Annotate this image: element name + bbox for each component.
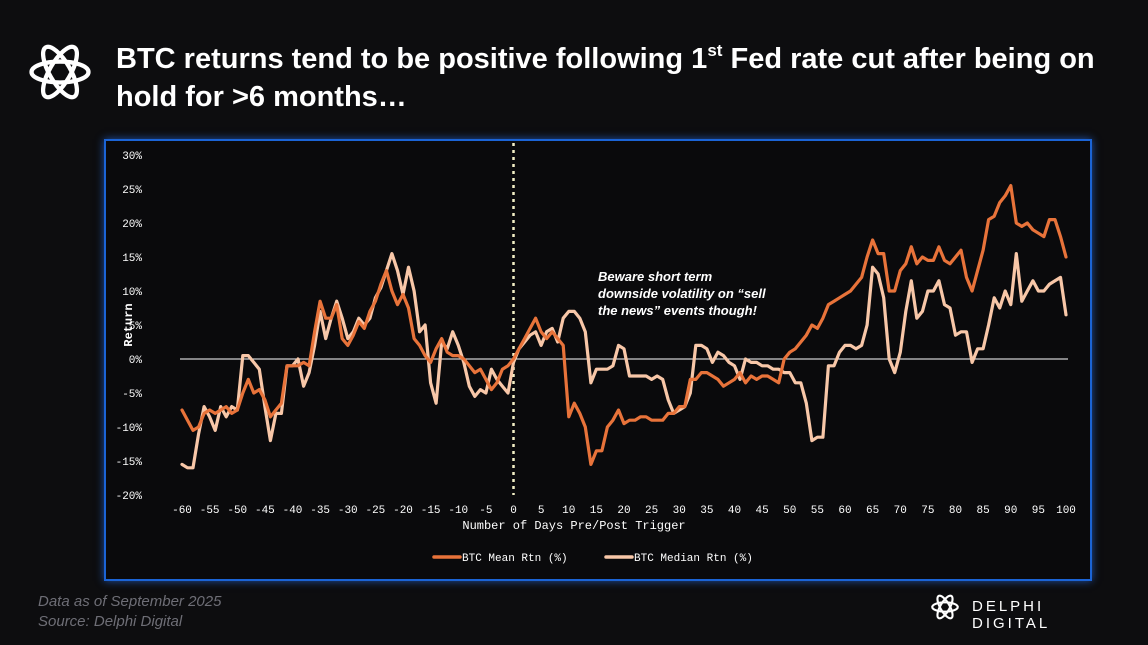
y-tick-label: 30% — [122, 151, 142, 163]
x-tick-label: -50 — [227, 505, 247, 517]
x-tick-label: -10 — [448, 505, 468, 517]
x-tick-label: 45 — [756, 505, 769, 517]
x-tick-label: 75 — [921, 505, 934, 517]
x-tick-label: 85 — [977, 505, 990, 517]
source-note: Source: Delphi Digital — [38, 613, 183, 630]
data-as-of-note: Data as of September 2025 — [38, 593, 222, 610]
page-title: BTC returns tend to be positive followin… — [116, 40, 1126, 116]
annotation-line: Beware short term — [598, 269, 713, 284]
x-tick-label: -15 — [421, 505, 441, 517]
title-part-1: BTC returns tend to be positive followin… — [116, 43, 708, 75]
y-tick-label: -15% — [116, 457, 143, 469]
x-tick-label: 10 — [562, 505, 575, 517]
y-tick-label: 5% — [129, 321, 143, 333]
x-tick-label: 15 — [590, 505, 603, 517]
x-tick-label: 55 — [811, 505, 824, 517]
mean-series-line — [180, 184, 1068, 466]
y-tick-label: 15% — [122, 253, 142, 265]
x-tick-label: 95 — [1032, 505, 1045, 517]
x-tick-label: 25 — [645, 505, 658, 517]
x-tick-label: -45 — [255, 505, 275, 517]
x-tick-label: -30 — [338, 505, 358, 517]
x-tick-label: -25 — [365, 505, 385, 517]
x-tick-label: -35 — [310, 505, 330, 517]
median-series-line — [180, 252, 1068, 470]
x-tick-label: 80 — [949, 505, 962, 517]
annotation-line: downside volatility on “sell — [598, 286, 766, 301]
delphi-brand-logo-icon — [931, 594, 959, 620]
x-tick-label: 60 — [838, 505, 851, 517]
x-tick-label: 90 — [1004, 505, 1017, 517]
returns-line-chart: -20%-15%-10%-5%0%5%10%15%20%25%30%-60 -55… — [116, 143, 1076, 565]
x-tick-label: -5 — [479, 505, 492, 517]
x-tick-label: 20 — [617, 505, 630, 517]
x-tick-label: 35 — [700, 505, 713, 517]
footer-note: Data as of September 2025 Source: Delphi… — [38, 592, 221, 632]
brand-lockup: DELPHI DIGITAL — [928, 590, 1128, 632]
x-tick-label: 50 — [783, 505, 796, 517]
x-tick-label: 65 — [866, 505, 879, 517]
title-part-2: Fed rate cut after being on hold for >6 … — [116, 43, 1095, 113]
x-tick-label: -40 — [283, 505, 303, 517]
annotation-line: the news” events though! — [598, 303, 758, 318]
y-tick-label: 20% — [122, 219, 142, 231]
x-tick-label: 0 — [510, 505, 517, 517]
x-tick-label: -60 — [172, 505, 192, 517]
y-tick-label: -5% — [122, 389, 142, 401]
y-axis-label: Return — [122, 303, 136, 346]
x-tick-label: 30 — [673, 505, 686, 517]
brand-name: DELPHI DIGITAL — [972, 598, 1051, 632]
x-tick-label: 100 — [1056, 505, 1076, 517]
y-tick-label: 0% — [129, 355, 143, 367]
legend-label: BTC Median Rtn (%) — [634, 553, 753, 565]
y-tick-label: -20% — [116, 491, 143, 503]
delphi-knot-logo-icon — [29, 44, 91, 100]
chart-panel: -20% -15% -10% -5% 0% 5% 10% 15% 20% 25% 30% -60 -55… — [104, 139, 1092, 581]
x-tick-label: 40 — [728, 505, 741, 517]
legend-label: BTC Mean Rtn (%) — [462, 553, 568, 565]
x-axis-label: Number of Days Pre/Post Trigger — [462, 519, 685, 533]
y-tick-label: 25% — [122, 185, 142, 197]
x-tick-label: -20 — [393, 505, 413, 517]
title-superscript: st — [707, 41, 723, 60]
x-tick-label: 5 — [538, 505, 545, 517]
x-tick-label: -55 — [200, 505, 220, 517]
y-tick-label: -10% — [116, 423, 143, 435]
y-tick-label: 10% — [122, 287, 142, 299]
x-tick-label: 70 — [894, 505, 907, 517]
